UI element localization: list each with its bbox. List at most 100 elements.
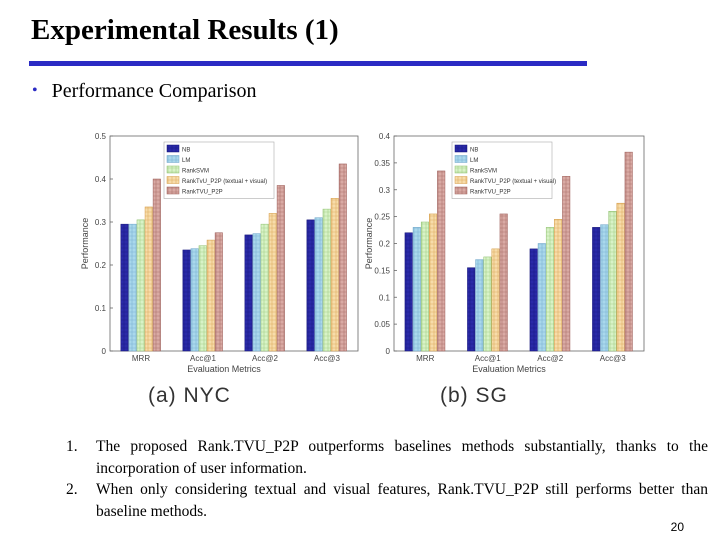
x-tick-label: Acc@1	[475, 354, 501, 363]
bar	[624, 151, 633, 352]
legend-swatch	[166, 155, 180, 163]
legend-swatch	[166, 144, 180, 153]
legend-label: RankTVU_P2P	[182, 190, 223, 196]
y-tick-label: 0.1	[95, 304, 107, 313]
bar	[268, 213, 277, 352]
y-tick-label: 0.3	[379, 186, 391, 195]
bar	[136, 219, 145, 352]
note-number: 2.	[66, 481, 78, 498]
legend-swatch	[166, 186, 180, 195]
plot-frame	[109, 135, 359, 352]
bar	[276, 185, 285, 352]
bar	[214, 232, 223, 352]
x-tick-label: MRR	[132, 354, 150, 363]
note-item: 1. The proposed Rank.TVU_P2P outperforms …	[66, 436, 708, 479]
bar	[330, 198, 339, 352]
chart-caption-nyc: (a) NYC	[148, 384, 231, 407]
bar	[537, 243, 546, 352]
bullet-item: • Performance Comparison	[32, 80, 257, 103]
y-axis-label: Performance	[364, 218, 374, 270]
bar	[592, 227, 601, 352]
y-tick-label: 0	[102, 347, 107, 356]
bar	[616, 202, 625, 352]
legend-swatch	[454, 144, 468, 153]
bar	[420, 221, 429, 352]
legend-swatch	[166, 176, 180, 184]
note-number: 1.	[66, 438, 78, 455]
legend-label: LM	[470, 158, 478, 164]
bar	[429, 213, 438, 352]
slide-title: Experimental Results (1)	[31, 14, 339, 46]
page-number: 20	[670, 520, 684, 534]
bar	[260, 223, 269, 352]
y-tick-label: 0.1	[379, 293, 391, 302]
note-text: When only considering textual and visual…	[96, 481, 708, 520]
bar	[190, 248, 199, 352]
legend-swatch	[166, 165, 180, 174]
bar	[144, 206, 153, 352]
y-tick-label: 0.25	[374, 213, 390, 222]
bar	[467, 267, 476, 352]
bar	[491, 248, 500, 352]
bar	[206, 239, 215, 352]
x-axis-label: Evaluation Metrics	[187, 364, 261, 374]
x-tick-label: Acc@3	[314, 354, 340, 363]
legend-swatch	[454, 176, 468, 184]
legend: NB LM RankSVM RankTVU_P2P (textual + visual…	[451, 141, 556, 199]
bar	[529, 248, 538, 352]
legend-swatch	[454, 155, 468, 163]
x-axis-label: Evaluation Metrics	[472, 364, 546, 374]
legend-label: RankSVM	[470, 169, 497, 175]
y-tick-label: 0.2	[95, 261, 107, 270]
bar	[475, 259, 484, 352]
bullet-text: Performance Comparison	[51, 80, 257, 102]
y-tick-label: 0.35	[374, 159, 390, 168]
bar	[499, 213, 508, 352]
note-text: The proposed Rank.TVU_P2P outperforms ba…	[96, 438, 708, 477]
legend-label: NB	[470, 148, 478, 154]
legend-box	[451, 141, 553, 199]
bar	[182, 249, 191, 352]
bar	[412, 227, 421, 352]
bar	[483, 256, 492, 352]
bar	[306, 219, 315, 352]
y-axis-label: Performance	[80, 218, 90, 270]
bar	[244, 234, 253, 352]
bar	[338, 163, 347, 352]
bar	[404, 232, 413, 352]
bar	[252, 233, 261, 352]
y-tick-label: 0.4	[95, 175, 107, 184]
y-tick-label: 0.4	[379, 132, 391, 141]
chart-nyc: 0 0.1 0.2 0.3 0.4 0.5 Performance MRR Acc@1 Acc@2…	[80, 132, 359, 374]
y-tick-label: 0.5	[95, 132, 107, 141]
bar	[322, 208, 331, 352]
bar	[554, 219, 563, 352]
bar	[600, 224, 609, 352]
y-tick-label: 0.3	[95, 218, 107, 227]
bar	[120, 223, 129, 352]
x-tick-label: Acc@3	[600, 354, 626, 363]
legend-label: RankTVU_P2P	[470, 190, 511, 196]
notes-list: 1. The proposed Rank.TVU_P2P outperforms …	[66, 436, 708, 522]
legend-label: NB	[182, 148, 190, 154]
legend-label: LM	[182, 158, 190, 164]
y-tick-label: 0	[386, 347, 391, 356]
bar	[152, 178, 161, 352]
legend-label: RankTVU_P2P (textual + visual)	[470, 179, 556, 185]
title-underline	[29, 61, 587, 66]
bar	[128, 223, 137, 352]
x-tick-label: Acc@2	[537, 354, 563, 363]
x-tick-label: Acc@2	[252, 354, 278, 363]
chart-caption-sg: (b) SG	[440, 384, 508, 407]
y-tick-label: 0.05	[374, 320, 390, 329]
bullet-icon: •	[32, 82, 38, 99]
legend-box	[163, 141, 275, 199]
legend-label: RankTvU_P2P (textual + visual)	[182, 179, 267, 185]
bar	[562, 176, 571, 352]
bar	[608, 211, 617, 352]
legend-label: RankSVM	[182, 169, 209, 175]
y-tick-label: 0.15	[374, 266, 390, 275]
bar	[198, 245, 207, 352]
bar	[545, 227, 554, 352]
y-tick-label: 0.2	[379, 240, 391, 249]
